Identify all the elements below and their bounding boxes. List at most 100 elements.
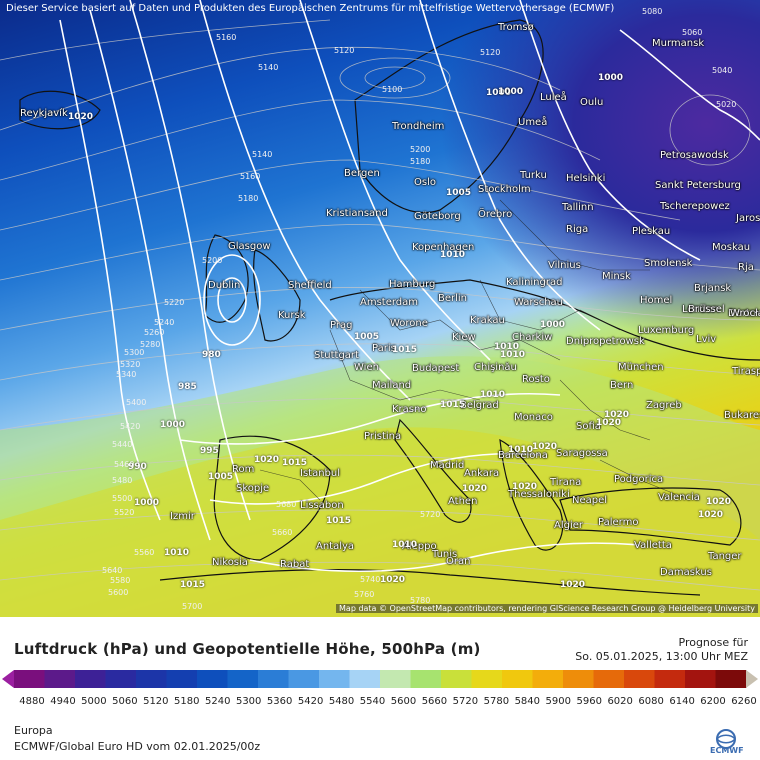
city-label: Sheffield	[288, 280, 332, 291]
city-label: Podgorica	[614, 474, 664, 485]
pressure-label: 1000	[598, 73, 624, 83]
colorbar-segment	[654, 670, 686, 688]
country-borders	[259, 199, 691, 501]
colorbar-segment	[380, 670, 411, 688]
geopotential-label: 5180	[238, 194, 259, 203]
colorbar-segment	[593, 670, 625, 688]
colorbar-min-arrow	[2, 670, 14, 688]
city-label: Damaskus	[660, 567, 712, 578]
city-label: Krasno	[392, 404, 427, 415]
colorbar-segment	[75, 670, 106, 688]
city-label: Antalya	[316, 541, 355, 552]
colorbar-segment	[502, 670, 533, 688]
pressure-label: 985	[178, 382, 197, 392]
city-label: Thessaloniki	[508, 489, 570, 500]
city-label: Madrid	[430, 460, 465, 471]
geopotential-label: 5080	[642, 7, 663, 16]
pressure-label: 1015	[440, 400, 466, 410]
forecast-date: So. 05.01.2025, 13:00 Uhr MEZ	[575, 650, 748, 663]
city-label: Tunis	[432, 549, 458, 560]
city-label: Pristina	[364, 431, 402, 442]
geopotential-contours	[0, 19, 760, 591]
city-label: Dnipropetrowsk	[566, 336, 645, 347]
colorbar-segment	[319, 670, 350, 688]
colorbar-segment	[105, 670, 137, 688]
city-label: Petrosawodsk	[660, 150, 729, 161]
city-label: Helsinki	[566, 173, 606, 184]
colorbar-tick-label: 5360	[266, 696, 293, 707]
colorbar-tick-label: 5840	[514, 696, 541, 707]
city-label: Skopje	[236, 483, 270, 494]
city-label: Palermo	[598, 517, 639, 528]
colorbar-tick-label: 5120	[143, 696, 169, 707]
city-label: Monaco	[514, 412, 553, 423]
map-canvas	[0, 0, 760, 617]
city-label: Kaliningrad	[506, 277, 563, 288]
geopotential-label: 5100	[382, 85, 403, 94]
city-label: Charkiw	[512, 332, 553, 343]
city-label: Aleppo	[402, 541, 437, 552]
pressure-label: 1015	[282, 458, 308, 468]
city-label: Turku	[520, 170, 547, 181]
pressure-label: 1020	[68, 112, 94, 122]
geopotential-label: 5060	[682, 28, 703, 37]
pressure-label: 1015	[326, 516, 352, 526]
pressure-label: 1010	[500, 350, 526, 360]
city-label: Örebro	[478, 209, 513, 220]
pressure-label: 995	[200, 446, 219, 456]
city-label: Dublin	[208, 280, 241, 291]
pressure-label: 1010	[440, 250, 466, 260]
city-label: Tanger	[708, 551, 742, 562]
colorbar-segment	[349, 670, 381, 688]
colorbar-tick-label: 5660	[421, 696, 448, 707]
colorbar-tick-label: 5720	[452, 696, 479, 707]
geopotential-label: 5320	[120, 360, 141, 369]
weather-map: Dieser Service basiert auf Daten und Pro…	[0, 0, 760, 617]
colorbar-segment	[14, 670, 45, 688]
pressure-label: 1010	[508, 445, 534, 455]
city-label: Oslo	[414, 177, 436, 188]
city-label: Lissabon	[300, 500, 344, 511]
pressure-label: 1005	[354, 332, 380, 342]
city-label: Reykjavík	[20, 108, 68, 119]
city-label: Rabat	[280, 559, 310, 570]
coastlines	[19, 19, 760, 596]
city-label: Athen	[448, 496, 478, 507]
geopotential-label: 5340	[116, 370, 137, 379]
region-name: Europa	[14, 724, 53, 737]
city-label: Wien	[354, 362, 379, 373]
pressure-label: 1020	[706, 497, 732, 507]
city-label: Bern	[610, 380, 634, 391]
map-attribution[interactable]: Map data © OpenStreetMap contributors, r…	[336, 604, 758, 613]
pressure-label: 1020	[596, 418, 622, 428]
city-label: Valletta	[634, 540, 672, 551]
city-label: Kristiansand	[326, 208, 388, 219]
colorbar-segment	[715, 670, 747, 688]
city-label: Prag	[330, 320, 353, 331]
colorbar-tick-label: 6140	[669, 696, 695, 707]
geopotential-label: 5400	[126, 398, 147, 407]
city-label: Belgrad	[460, 400, 499, 411]
geopotential-label: 5220	[164, 298, 185, 307]
city-label: Wrocław	[730, 308, 760, 319]
city-label: Amsterdam	[360, 297, 419, 308]
city-label: Nikosia	[212, 557, 248, 568]
colorbar-segment	[532, 670, 564, 688]
geopotential-label: 5440	[112, 440, 133, 449]
colorbar-segment	[197, 670, 228, 688]
colorbar-tick-label: 5240	[205, 696, 231, 707]
geopotential-label: 5300	[124, 348, 145, 357]
colorbar-tick-label: 4880	[19, 696, 45, 707]
city-label: Smolensk	[644, 258, 693, 269]
city-label: München	[618, 362, 664, 373]
city-label: Izmir	[170, 511, 195, 522]
city-label: Zagreb	[646, 400, 682, 411]
city-label: Jaros	[736, 213, 760, 224]
colorbar-segment	[136, 670, 167, 688]
city-label: Kopenhagen	[412, 242, 475, 253]
city-label: Sofia	[576, 421, 601, 432]
colorbar-tick-label: 5540	[359, 696, 386, 707]
geopotential-label: 5120	[480, 48, 501, 57]
city-label: Oulu	[580, 97, 604, 108]
city-label: Dortmund	[728, 308, 760, 319]
